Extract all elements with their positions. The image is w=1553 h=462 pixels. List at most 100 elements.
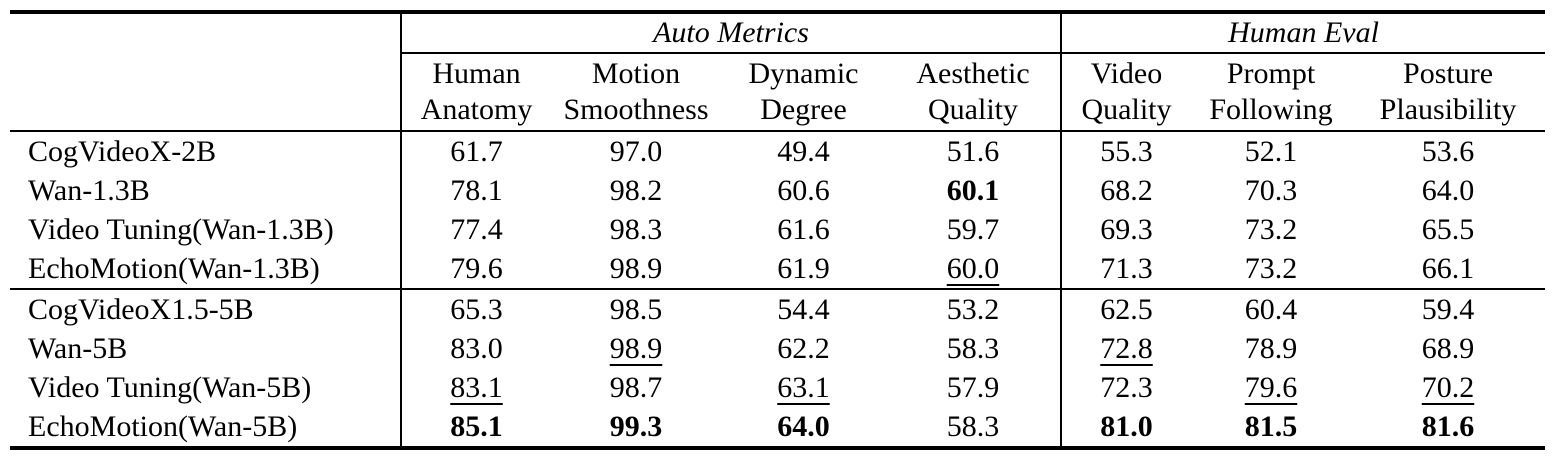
header-blank [10,12,402,53]
metric-value-cell: 69.3 [1061,210,1191,249]
metric-value: 53.6 [1421,135,1475,168]
metric-value-cell: 61.6 [721,210,886,249]
metric-value-cell: 79.6 [401,249,551,289]
metric-value-cell: 58.3 [886,407,1062,448]
table-row: Video Tuning(Wan-5B) 83.1 98.7 63.1 57.9 72.3… [10,368,1545,407]
model-name-cell: EchoMotion(Wan-5B) [10,407,402,448]
metric-value: 61.7 [450,135,503,168]
metric-value-cell: 60.4 [1191,288,1351,329]
model-name-cell: Video Tuning(Wan-5B) [10,368,402,407]
metric-value: 60.6 [777,174,830,207]
metric-value-cell: 53.2 [886,288,1062,329]
metric-value-cell: 73.2 [1191,249,1351,289]
metric-value-cell: 97.0 [551,130,721,171]
metric-value-cell: 70.2 [1351,368,1545,407]
metric-value-cell: 98.9 [551,249,721,289]
metric-value: 52.1 [1244,135,1298,168]
group-human-eval: Human Eval [1061,12,1546,54]
table-body: CogVideoX-2B 61.7 97.0 49.4 51.6 55.3 52.1 53.6… [10,130,1546,448]
model-name-cell: CogVideoX-2B [10,130,402,171]
metric-value: 61.6 [777,213,830,246]
metric-value-cell: 81.6 [1351,407,1545,448]
metric-value-cell: 61.7 [401,130,551,171]
metric-value-cell: 98.2 [551,171,721,210]
metric-value-cell: 65.3 [401,288,551,329]
metric-value: 60.1 [946,174,1000,207]
metric-value: 73.2 [1244,213,1298,246]
metric-value-cell: 57.9 [886,368,1062,407]
metric-value-cell: 62.5 [1061,288,1191,329]
metric-value-cell: 53.6 [1351,130,1546,171]
metric-value: 81.5 [1244,410,1298,443]
col-aesthetic-quality: Aesthetic Quality [886,53,1062,131]
metric-value: 58.3 [946,332,1000,365]
metric-value: 98.3 [609,213,663,246]
metric-value-cell: 66.1 [1351,249,1545,289]
col-posture-plausibility: Posture Plausibility [1379,57,1517,126]
metric-value: 72.8 [1100,332,1153,365]
metric-value: 59.4 [1421,293,1475,326]
metric-value: 85.1 [450,410,503,443]
metric-value-cell: 60.0 [886,249,1062,289]
header-model-blank [10,53,402,131]
metric-value-cell: 78.9 [1191,329,1351,368]
metric-value: 98.2 [609,174,663,207]
col-video-quality: Video Quality [1081,57,1172,126]
metric-value: 64.0 [777,410,830,443]
metric-value-cell: 61.9 [721,249,886,289]
metric-value-cell: 98.3 [551,210,721,249]
col-motion-smoothness: Motion Smoothness [563,57,709,126]
metric-value: 98.9 [609,252,663,285]
col-human-anatomy: Human Anatomy [420,57,533,126]
metric-value-cell: 98.7 [551,368,721,407]
metric-value-cell: 83.1 [401,368,551,407]
col-dynamic-degree: Dynamic Degree [748,57,859,126]
metric-value-cell: 81.5 [1191,407,1351,448]
metric-value-cell: 99.3 [551,407,721,448]
metric-value: 53.2 [946,293,1000,326]
table-row: Video Tuning(Wan-1.3B) 77.4 98.3 61.6 59.7 69… [10,210,1545,249]
metric-value-cell: 81.0 [1061,407,1191,448]
metric-value-cell: 72.8 [1061,329,1191,368]
metric-value-cell: 85.1 [401,407,551,448]
metric-value: 79.6 [1244,371,1298,404]
metric-value: 98.9 [609,332,663,365]
metric-value-cell: 65.5 [1351,210,1545,249]
results-table-container: Auto Metrics Human Eval Human Anatomy Mot… [10,10,1546,450]
metric-value-cell: 63.1 [721,368,886,407]
metric-value: 81.0 [1100,410,1153,443]
metric-value-cell: 59.4 [1351,288,1546,329]
model-name-cell: CogVideoX1.5-5B [10,288,402,329]
metric-value-cell: 73.2 [1191,210,1351,249]
metric-value: 66.1 [1421,252,1475,285]
model-name-cell: Wan-1.3B [10,171,402,210]
metric-value: 69.3 [1100,213,1153,246]
model-name-cell: EchoMotion(Wan-1.3B) [10,249,402,289]
metric-value-cell: 54.4 [721,288,886,329]
metric-value: 99.3 [609,410,663,443]
metric-value: 64.0 [1421,174,1475,207]
metric-value: 78.1 [450,174,503,207]
metric-value: 78.9 [1244,332,1298,365]
metric-value: 59.7 [946,213,1000,246]
metric-value-cell: 68.9 [1351,329,1545,368]
metric-value: 62.2 [777,332,830,365]
table-row: Wan-5B 83.0 98.9 62.2 58.3 72.8 78.9 68.9 [10,329,1545,368]
metric-value: 79.6 [450,252,503,285]
metric-value-cell: 64.0 [1351,171,1545,210]
metric-value: 54.4 [777,293,830,326]
metric-value: 60.4 [1244,293,1298,326]
col-prompt-following: Prompt Following [1209,57,1333,126]
group-auto-metrics: Auto Metrics [401,12,1062,54]
metric-value: 57.9 [946,371,1000,404]
metric-value: 71.3 [1100,252,1153,285]
metric-value: 62.5 [1100,293,1153,326]
table-row: EchoMotion(Wan-5B) 85.1 99.3 64.0 58.3 81.0 81… [10,407,1546,448]
table-row: EchoMotion(Wan-1.3B) 79.6 98.9 61.9 60.0 71.3… [10,249,1545,289]
metric-value: 81.6 [1421,410,1475,443]
column-header-row: Human Anatomy Motion Smoothness Dynamic Deg… [10,53,1545,131]
metric-value: 70.3 [1244,174,1298,207]
table-row: CogVideoX-2B 61.7 97.0 49.4 51.6 55.3 52.1 53.6 [10,130,1546,171]
metric-value-cell: 72.3 [1061,368,1191,407]
metric-value-cell: 68.2 [1061,171,1191,210]
